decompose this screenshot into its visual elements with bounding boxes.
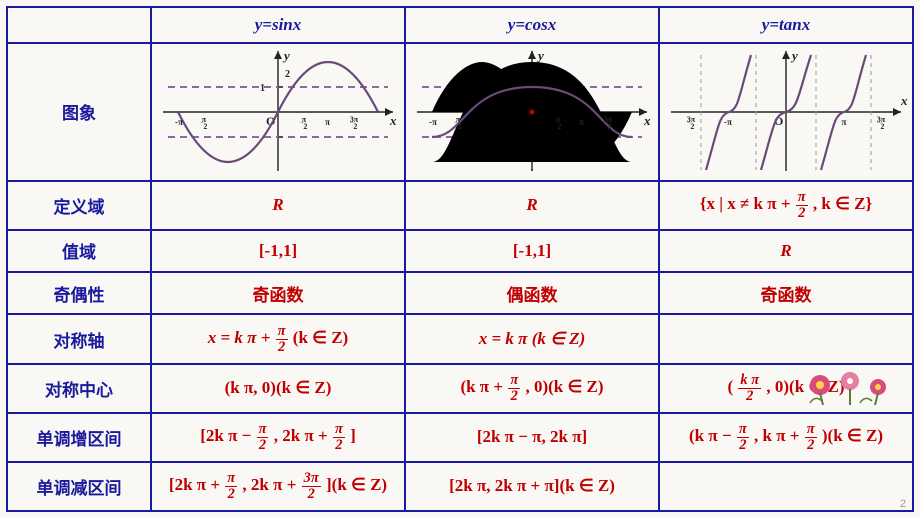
col-cos: y=cosx — [405, 7, 659, 43]
cos-graph: y x O y x — [405, 43, 659, 181]
tan-domain: {x | x ≠ k π + π2 , k ∈ Z} — [659, 181, 913, 230]
cos-inc: [2k π − π, 2k π] — [405, 413, 659, 462]
tan-inc: (k π − π2 , k π + π2 )(k ∈ Z) — [659, 413, 913, 462]
sin-range: [-1,1] — [151, 230, 405, 272]
svg-text:π‾2: π‾2 — [454, 115, 462, 131]
svg-text:π‾2: π‾2 — [300, 115, 308, 131]
svg-text:y: y — [790, 48, 798, 63]
svg-text:-π: -π — [724, 117, 732, 127]
row-inc-label: 单调增区间 — [7, 413, 151, 462]
sin-title: y=sinx — [255, 15, 302, 34]
svg-text:π: π — [842, 117, 847, 127]
cos-dec: [2k π, 2k π + π](k ∈ Z) — [405, 462, 659, 511]
trig-properties-table: y=sinx y=cosx y=tanx 图象 y x O 1 2 -π π‾2… — [6, 6, 914, 512]
tan-axis-empty — [659, 314, 913, 363]
range-row: 值域 [-1,1] [-1,1] R — [7, 230, 913, 272]
svg-text:-π: -π — [429, 117, 437, 127]
tan-range: R — [659, 230, 913, 272]
domain-row: 定义域 R R {x | x ≠ k π + π2 , k ∈ Z} — [7, 181, 913, 230]
sin-axis: x = k π + π2 (k ∈ Z) — [151, 314, 405, 363]
row-graph-label: 图象 — [7, 43, 151, 181]
graph-row: 图象 y x O 1 2 -π π‾2 π‾2 π 3π‾2 — [7, 43, 913, 181]
svg-text:-π: -π — [175, 117, 183, 127]
sin-dec: [2k π + π2 , 2k π + 3π2 ](k ∈ Z) — [151, 462, 405, 511]
cos-range: [-1,1] — [405, 230, 659, 272]
svg-text:x: x — [643, 113, 651, 128]
svg-text:3π‾2: 3π‾2 — [687, 115, 696, 131]
svg-text:π‾2: π‾2 — [200, 115, 208, 131]
page-number: 2 — [900, 498, 906, 510]
row-center-label: 对称中心 — [7, 364, 151, 413]
row-parity-label: 奇偶性 — [7, 272, 151, 314]
cos-domain: R — [405, 181, 659, 230]
axis-row: 对称轴 x = k π + π2 (k ∈ Z) x = k π (k ∈ Z) — [7, 314, 913, 363]
svg-text:π: π — [579, 117, 584, 127]
row-range-label: 值域 — [7, 230, 151, 272]
cos-parity: 偶函数 — [405, 272, 659, 314]
svg-text:y: y — [282, 48, 290, 63]
cos-center: (k π + π2 , 0)(k ∈ Z) — [405, 364, 659, 413]
row-dec-label: 单调减区间 — [7, 462, 151, 511]
tan-parity: 奇函数 — [659, 272, 913, 314]
svg-text:x: x — [900, 93, 908, 108]
tan-graph: y x O 3π‾2 -π π 3π‾2 — [659, 43, 913, 181]
parity-row: 奇偶性 奇函数 偶函数 奇函数 — [7, 272, 913, 314]
header-row: y=sinx y=cosx y=tanx — [7, 7, 913, 43]
col-tan: y=tanx — [659, 7, 913, 43]
svg-text:π‾2: π‾2 — [554, 115, 562, 131]
svg-text:π: π — [325, 117, 330, 127]
svg-text:3π‾2: 3π‾2 — [877, 115, 886, 131]
svg-text:y: y — [536, 48, 544, 63]
sin-center: (k π, 0)(k ∈ Z) — [151, 364, 405, 413]
cos-title: y=cosx — [508, 15, 556, 34]
svg-text:1: 1 — [260, 83, 265, 94]
row-axis-label: 对称轴 — [7, 314, 151, 363]
svg-text:3π‾2: 3π‾2 — [350, 115, 359, 131]
cos-axis: x = k π (k ∈ Z) — [405, 314, 659, 363]
row-domain-label: 定义域 — [7, 181, 151, 230]
dec-row: 单调减区间 [2k π + π2 , 2k π + 3π2 ](k ∈ Z) [… — [7, 462, 913, 511]
sin-domain: R — [151, 181, 405, 230]
blank-header — [7, 7, 151, 43]
sin-parity: 奇函数 — [151, 272, 405, 314]
sin-inc: [2k π − π2 , 2k π + π2 ] — [151, 413, 405, 462]
tan-dec-empty — [659, 462, 913, 511]
col-sin: y=sinx — [151, 7, 405, 43]
center-row: 对称中心 (k π, 0)(k ∈ Z) (k π + π2 , 0)(k ∈ … — [7, 364, 913, 413]
svg-text:2: 2 — [285, 69, 290, 80]
svg-text:x: x — [389, 113, 397, 128]
inc-row: 单调增区间 [2k π − π2 , 2k π + π2 ] [2k π − π… — [7, 413, 913, 462]
sin-graph: y x O 1 2 -π π‾2 π‾2 π 3π‾2 — [151, 43, 405, 181]
tan-title: y=tanx — [762, 15, 810, 34]
